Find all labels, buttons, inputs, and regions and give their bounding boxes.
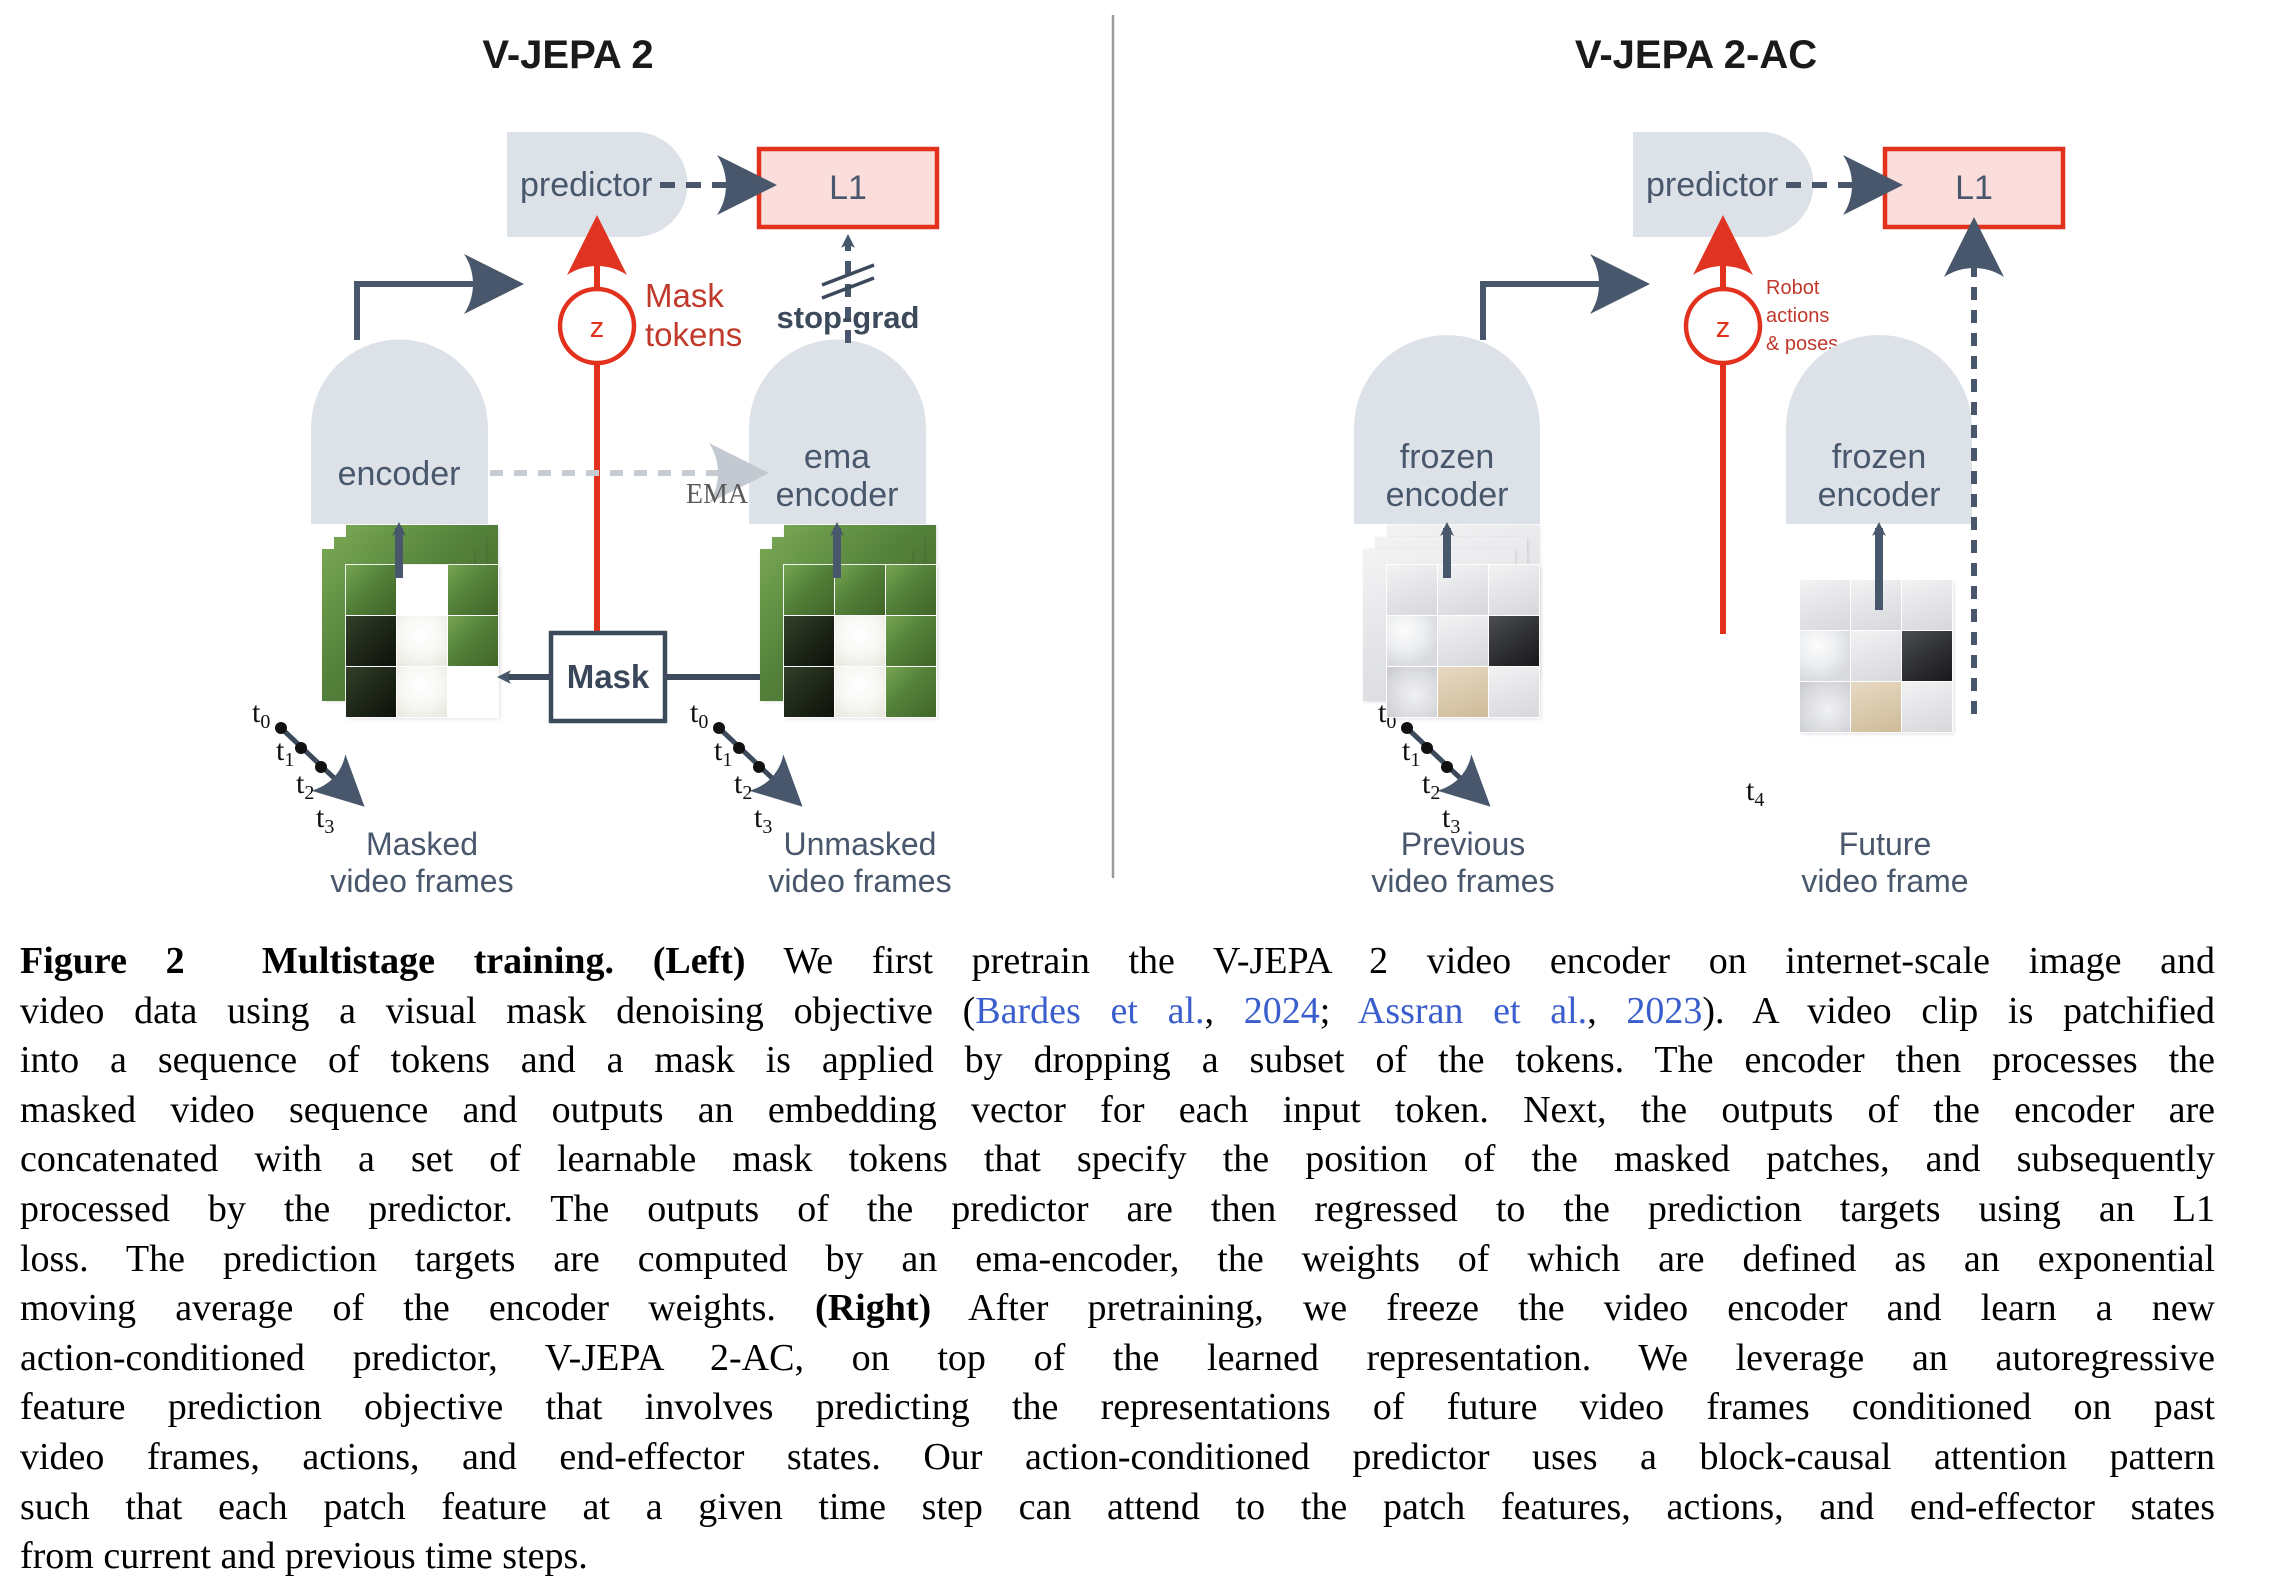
svg-text:t2: t2 [734,767,752,804]
svg-text:encoder: encoder [1386,476,1509,514]
svg-text:predictor: predictor [520,166,652,204]
svg-text:actions: actions [1766,305,1829,327]
svg-text:V-JEPA 2: V-JEPA 2 [482,33,653,77]
svg-text:t3: t3 [754,801,772,838]
svg-text:frozen: frozen [1400,438,1495,476]
svg-text:t0: t0 [252,696,270,733]
svg-text:Mask: Mask [567,658,650,695]
svg-text:z: z [1716,312,1731,344]
svg-text:stop‑grad: stop‑grad [777,300,920,335]
svg-text:z: z [590,312,605,344]
svg-text:t4: t4 [1746,774,1764,811]
svg-text:L1: L1 [829,169,867,207]
svg-text:Future: Future [1839,826,1931,862]
svg-text:video frames: video frames [330,863,513,899]
svg-text:ema: ema [804,438,870,476]
svg-text:Previous: Previous [1401,826,1526,862]
svg-text:predictor: predictor [1646,166,1778,204]
svg-text:Unmasked: Unmasked [784,826,937,862]
svg-text:t0: t0 [690,696,708,733]
svg-text:video frame: video frame [1801,863,1968,899]
svg-text:encoder: encoder [338,455,461,493]
svg-text:Masked: Masked [366,826,478,862]
svg-text:encoder: encoder [776,476,899,514]
svg-text:t3: t3 [316,801,334,838]
svg-text:Robot: Robot [1766,277,1820,299]
svg-text:video frames: video frames [768,863,951,899]
svg-text:video frames: video frames [1371,863,1554,899]
svg-text:V-JEPA 2-AC: V-JEPA 2-AC [1575,33,1817,77]
svg-text:frozen: frozen [1832,438,1927,476]
svg-text:EMA: EMA [686,479,749,510]
svg-text:Mask: Mask [645,277,724,314]
svg-text:tokens: tokens [645,316,742,353]
svg-text:t2: t2 [296,767,314,804]
svg-text:L1: L1 [1955,169,1993,207]
svg-text:encoder: encoder [1818,476,1941,514]
svg-text:t2: t2 [1422,767,1440,804]
